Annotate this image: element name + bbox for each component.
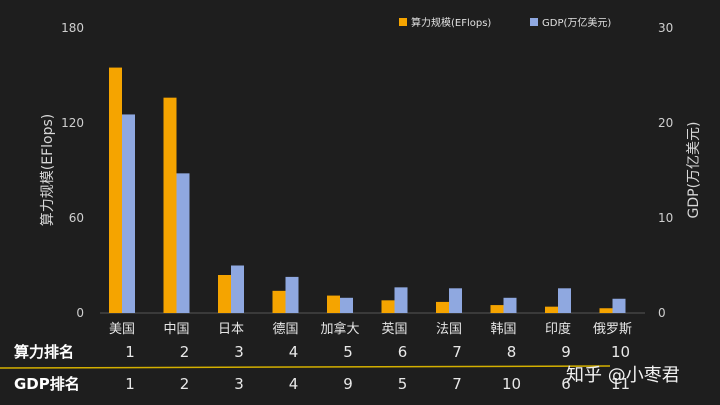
compute-bar-0 xyxy=(109,67,122,313)
gdp-bar-1 xyxy=(176,173,190,313)
gdp-bar-4 xyxy=(340,297,353,313)
gdp-rank-row: 1 2 3 4 9 5 7 10 6 11 xyxy=(125,375,630,393)
gdp-rank-label: GDP排名 xyxy=(14,375,80,393)
right-tick-0: 0 xyxy=(658,306,666,320)
category-label-6: 法国 xyxy=(436,322,462,337)
category-label-5: 英国 xyxy=(381,322,407,337)
right-tick-1: 10 xyxy=(658,211,673,225)
compute-rank-3: 4 xyxy=(289,343,299,361)
legend-swatch-gdp xyxy=(530,18,538,26)
category-label-8: 印度 xyxy=(545,321,571,337)
compute-rank-1: 2 xyxy=(180,343,190,361)
category-label-3: 德国 xyxy=(272,322,298,337)
compute-rank-row: 1 2 3 4 5 6 7 8 9 10 xyxy=(125,343,630,361)
left-axis-title: 算力规模(EFlops) xyxy=(40,114,56,226)
compute-rank-6: 7 xyxy=(452,343,462,361)
gdp-bar-9 xyxy=(612,298,626,313)
compute-bar-6 xyxy=(436,301,449,313)
gdp-rank-0: 1 xyxy=(125,375,135,393)
category-label-1: 中国 xyxy=(163,322,189,337)
gdp-rank-9: 11 xyxy=(611,375,630,393)
category-label-9: 俄罗斯 xyxy=(593,322,632,337)
compute-rank-5: 6 xyxy=(398,343,408,361)
compute-bar-8 xyxy=(545,306,558,313)
compute-rank-7: 8 xyxy=(507,343,517,361)
compute-bar-3 xyxy=(272,290,286,313)
gdp-rank-2: 3 xyxy=(234,375,244,393)
legend: 算力规模(EFlops) GDP(万亿美元) xyxy=(399,16,611,29)
category-label-4: 加拿大 xyxy=(320,321,359,337)
compute-bar-2 xyxy=(218,275,231,313)
legend-label-gdp: GDP(万亿美元) xyxy=(542,16,611,29)
category-label-2: 日本 xyxy=(218,322,244,337)
gdp-rank-3: 4 xyxy=(289,375,299,393)
left-tick-2: 120 xyxy=(61,116,84,130)
gdp-bar-8 xyxy=(558,288,571,313)
compute-rank-8: 9 xyxy=(561,343,571,361)
compute-bar-5 xyxy=(381,300,395,313)
compute-rank-2: 3 xyxy=(234,343,244,361)
watermark: 知乎 @小枣君 xyxy=(566,365,680,386)
right-axis-title: GDP(万亿美元) xyxy=(686,122,702,219)
gdp-rank-7: 10 xyxy=(502,375,521,393)
left-tick-3: 180 xyxy=(61,21,84,35)
rank-separator-line xyxy=(0,365,611,369)
gdp-bar-5 xyxy=(394,287,408,313)
right-tick-3: 30 xyxy=(658,21,673,35)
left-tick-1: 60 xyxy=(69,211,84,225)
gdp-rank-8: 6 xyxy=(561,375,571,393)
left-tick-0: 0 xyxy=(76,306,84,320)
compute-rank-0: 1 xyxy=(125,343,135,361)
compute-rank-4: 5 xyxy=(343,343,353,361)
gdp-bar-2 xyxy=(231,265,244,313)
gdp-bar-3 xyxy=(285,276,299,313)
gdp-bar-0 xyxy=(122,114,135,313)
legend-swatch-compute xyxy=(399,18,407,26)
gdp-bar-6 xyxy=(449,288,462,313)
gdp-bar-7 xyxy=(503,297,517,313)
compute-bar-7 xyxy=(490,305,504,313)
gdp-rank-4: 9 xyxy=(343,375,353,393)
gdp-rank-1: 2 xyxy=(180,375,190,393)
category-labels: 美国 中国 日本 德国 加拿大 英国 法国 韩国 印度 俄罗斯 xyxy=(109,321,632,337)
legend-label-compute: 算力规模(EFlops) xyxy=(411,16,491,29)
compute-bar-4 xyxy=(327,295,340,313)
compute-rank-9: 10 xyxy=(611,343,630,361)
gdp-rank-5: 5 xyxy=(398,375,408,393)
category-label-0: 美国 xyxy=(109,322,135,337)
right-axis-ticks: 0 10 20 30 xyxy=(658,21,673,320)
compute-bar-9 xyxy=(599,308,613,313)
category-label-7: 韩国 xyxy=(490,322,516,337)
bar-group xyxy=(109,67,626,314)
left-axis-ticks: 0 60 120 180 xyxy=(61,21,84,320)
right-tick-2: 20 xyxy=(658,116,673,130)
gdp-rank-6: 7 xyxy=(452,375,462,393)
compute-bar-1 xyxy=(163,97,177,314)
compute-rank-label: 算力排名 xyxy=(14,343,74,361)
